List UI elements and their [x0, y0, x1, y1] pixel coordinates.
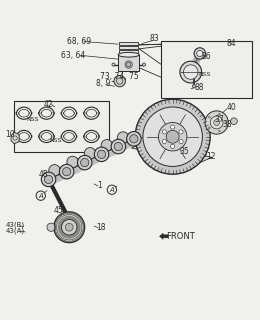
Circle shape	[127, 132, 141, 146]
Text: 83: 83	[150, 35, 159, 44]
Text: 12: 12	[206, 152, 216, 161]
Circle shape	[47, 223, 55, 231]
Circle shape	[58, 216, 81, 239]
Ellipse shape	[118, 52, 139, 57]
Text: 43(B): 43(B)	[6, 222, 25, 228]
Circle shape	[49, 165, 60, 176]
Circle shape	[135, 99, 210, 174]
Circle shape	[59, 164, 74, 179]
Circle shape	[171, 144, 175, 148]
Polygon shape	[131, 142, 212, 163]
Circle shape	[98, 150, 106, 158]
Circle shape	[225, 122, 226, 123]
Bar	[14, 100, 109, 152]
Circle shape	[111, 139, 126, 154]
Text: 86: 86	[201, 52, 211, 60]
Circle shape	[179, 130, 183, 134]
Bar	[161, 41, 251, 98]
Circle shape	[166, 130, 179, 143]
Circle shape	[84, 148, 96, 159]
Text: 38: 38	[223, 120, 232, 129]
Circle shape	[171, 125, 175, 129]
Circle shape	[125, 61, 132, 68]
Text: NSS: NSS	[50, 138, 62, 143]
Text: 48: 48	[39, 170, 49, 179]
Circle shape	[179, 140, 183, 144]
Polygon shape	[11, 132, 19, 144]
Text: 40: 40	[227, 103, 237, 112]
Circle shape	[197, 50, 203, 57]
Circle shape	[130, 135, 138, 143]
Circle shape	[54, 212, 85, 243]
Bar	[119, 50, 138, 53]
Text: 10: 10	[5, 130, 15, 139]
Circle shape	[162, 140, 166, 144]
Circle shape	[127, 62, 131, 67]
Circle shape	[192, 85, 196, 88]
Circle shape	[13, 136, 17, 140]
Circle shape	[94, 147, 109, 162]
Text: FRONT: FRONT	[166, 232, 194, 241]
Circle shape	[184, 65, 198, 79]
Circle shape	[209, 127, 210, 129]
Circle shape	[205, 111, 228, 134]
Circle shape	[158, 123, 187, 151]
Text: 42: 42	[43, 100, 53, 109]
Text: 35: 35	[179, 147, 189, 156]
Circle shape	[219, 130, 220, 132]
Bar	[119, 46, 138, 49]
Circle shape	[194, 48, 205, 59]
Circle shape	[81, 158, 89, 167]
Circle shape	[112, 63, 115, 66]
Circle shape	[114, 142, 122, 151]
Text: A: A	[38, 193, 43, 199]
Text: NSS: NSS	[27, 116, 39, 122]
Circle shape	[44, 175, 53, 184]
Circle shape	[214, 120, 219, 125]
Circle shape	[210, 116, 223, 129]
Circle shape	[219, 113, 220, 115]
Circle shape	[77, 155, 92, 170]
Circle shape	[162, 130, 166, 134]
Text: 73, 74, 75: 73, 74, 75	[100, 72, 139, 81]
Bar	[119, 42, 138, 45]
Bar	[118, 55, 139, 71]
Circle shape	[41, 172, 56, 187]
Text: 8, 9: 8, 9	[96, 79, 111, 88]
Circle shape	[114, 76, 125, 87]
Text: NSS: NSS	[199, 72, 211, 77]
Circle shape	[101, 140, 113, 151]
Circle shape	[65, 223, 73, 231]
Text: 63, 64: 63, 64	[61, 51, 86, 60]
Circle shape	[61, 220, 77, 235]
Text: 68, 69: 68, 69	[67, 37, 91, 46]
Text: 18: 18	[96, 223, 105, 232]
Circle shape	[117, 132, 129, 143]
Text: A: A	[109, 187, 114, 193]
Text: 84: 84	[227, 39, 237, 48]
Circle shape	[67, 156, 78, 168]
Text: 1: 1	[98, 181, 102, 190]
Text: 43(A): 43(A)	[6, 228, 25, 234]
Text: 37: 37	[214, 115, 224, 124]
Circle shape	[143, 107, 203, 166]
Circle shape	[209, 116, 210, 118]
Circle shape	[231, 118, 237, 124]
Circle shape	[107, 185, 116, 194]
Text: 88: 88	[195, 83, 204, 92]
Circle shape	[180, 61, 202, 83]
Text: 45: 45	[54, 206, 63, 215]
Circle shape	[142, 63, 146, 66]
Circle shape	[62, 167, 71, 176]
Polygon shape	[159, 233, 168, 239]
Circle shape	[36, 191, 45, 200]
